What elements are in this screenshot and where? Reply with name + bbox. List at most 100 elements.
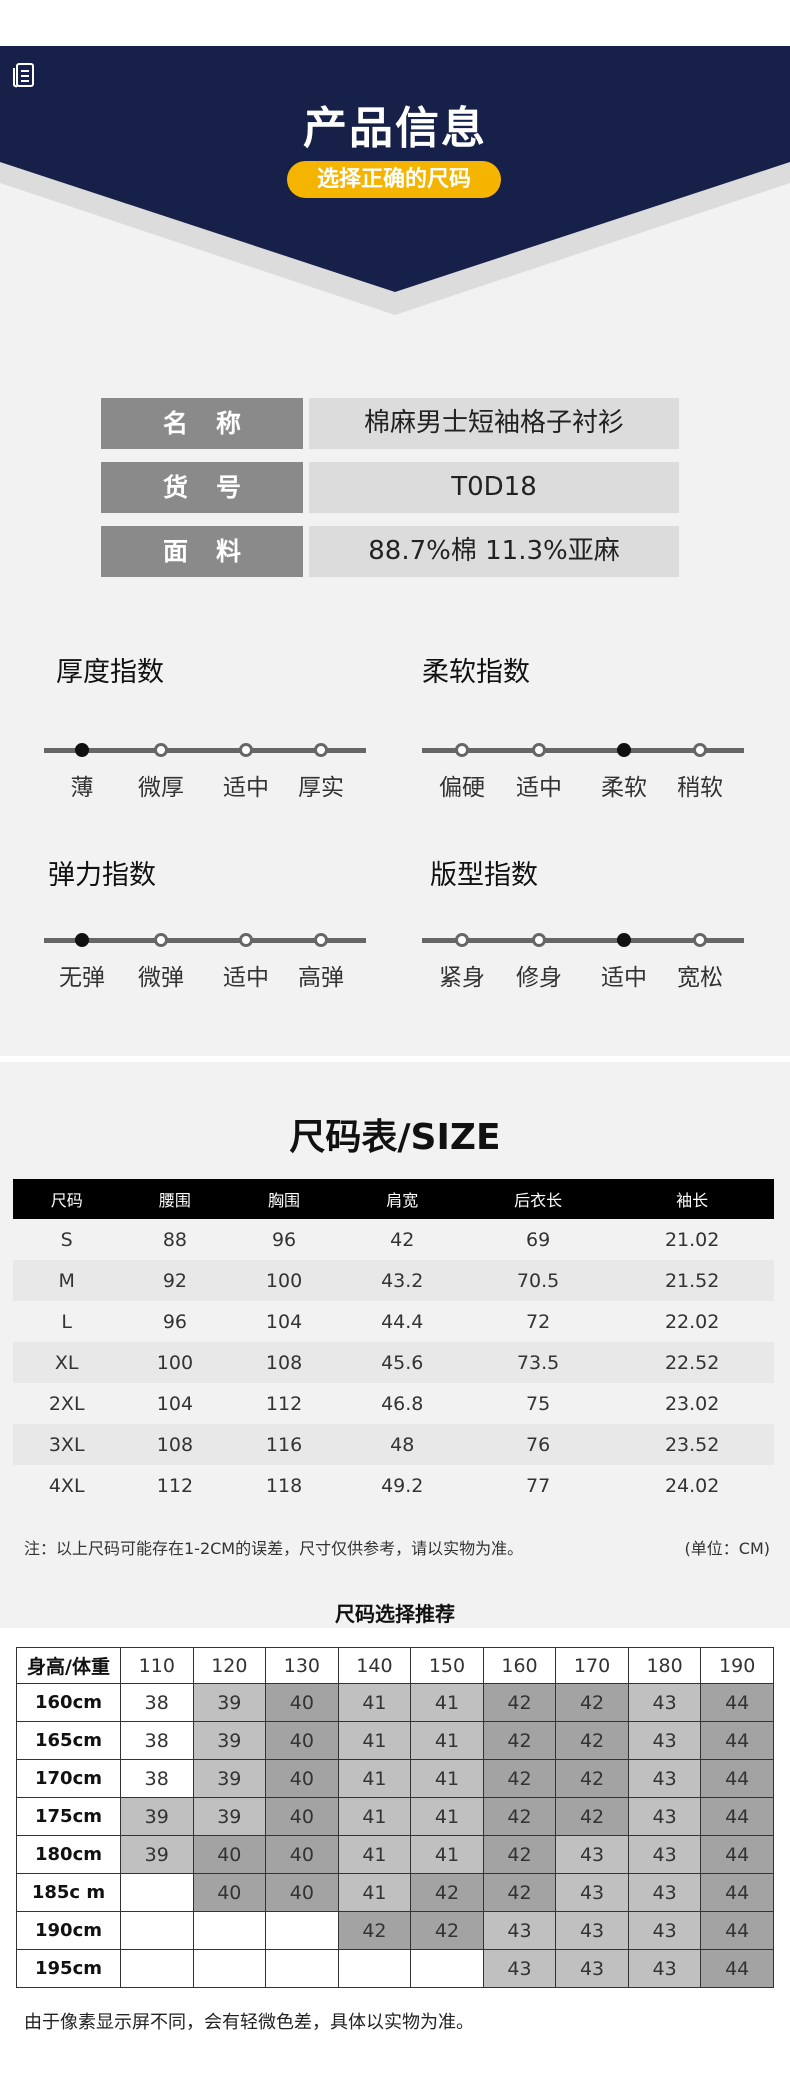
table-cell: 76 [465, 1424, 611, 1465]
info-value: 棉麻男士短袖格子衬衫 [309, 398, 679, 449]
size-cell: 39 [192, 1759, 267, 1798]
table-cell: 49.2 [381, 1474, 424, 1497]
height-header: 160cm [16, 1683, 121, 1722]
table-row: 170cm 38 39 40 41 41 42 42 43 44 [16, 1759, 774, 1798]
size-cell: 43 [555, 1835, 629, 1874]
info-value: 88.7%棉 11.3%亚麻 [309, 526, 679, 577]
table-row: 195cm 43 43 43 44 [16, 1949, 774, 1988]
size-cell: 43 [627, 1911, 702, 1950]
table-cell: 42 [390, 1228, 415, 1251]
scale-option-label: 无弹 [59, 965, 105, 991]
weight-header: 110 [120, 1647, 194, 1684]
column-header: 胸围 [229, 1179, 339, 1219]
height-header: 165cm [16, 1721, 121, 1760]
table-row: M 92 100 43.2 70.5 21.52 [13, 1260, 774, 1301]
size-cell: 42 [337, 1911, 412, 1950]
scale-option-label: 柔软 [601, 775, 647, 801]
scale-dot [693, 743, 707, 757]
size-cell: 41 [337, 1683, 412, 1722]
scale-dot-selected [617, 933, 631, 947]
size-cell: 41 [410, 1759, 484, 1798]
size-cell: 42 [482, 1683, 557, 1722]
table-cell: 100 [120, 1342, 230, 1383]
size-cell: 42 [410, 1873, 484, 1912]
size-cell: 44 [700, 1797, 774, 1836]
table-row: L 96 104 44.4 72 22.02 [13, 1301, 774, 1342]
scale-option-label: 适中 [223, 965, 269, 991]
table-cell: 4XL [48, 1474, 85, 1497]
table-cell: 70.5 [465, 1260, 611, 1301]
size-cell: 41 [337, 1873, 412, 1912]
size-cell: 44 [700, 1949, 774, 1988]
table-cell: 2XL [48, 1392, 85, 1415]
weight-header: 130 [265, 1647, 339, 1684]
scale-option-label: 适中 [516, 775, 562, 801]
column-header: 尺码 [13, 1179, 121, 1219]
scale-option-label: 宽松 [677, 965, 723, 991]
size-cell: 42 [482, 1721, 557, 1760]
size-cell: 41 [410, 1683, 484, 1722]
size-cell: 43 [627, 1721, 702, 1760]
size-cell: 40 [265, 1797, 339, 1836]
scale-option-label: 薄 [70, 775, 94, 801]
table-row: 2XL 104 112 46.8 75 23.02 [13, 1383, 774, 1424]
table-cell: 22.52 [610, 1342, 774, 1383]
size-cell: 42 [482, 1873, 557, 1912]
index-title: 柔软指数 [422, 657, 530, 688]
size-cell: 43 [627, 1949, 702, 1988]
size-cell: 40 [265, 1683, 339, 1722]
scale-option-label: 紧身 [439, 965, 485, 991]
size-cell: 38 [120, 1759, 194, 1798]
size-cell: 42 [555, 1683, 629, 1722]
scale-dot [532, 933, 546, 947]
size-cell: 42 [555, 1797, 629, 1836]
weight-header: 120 [192, 1647, 267, 1684]
size-cell [120, 1911, 194, 1950]
table-row: 4XL 112 118 49.2 77 24.02 [13, 1465, 774, 1506]
size-cell: 39 [120, 1797, 194, 1836]
size-cell [337, 1949, 412, 1988]
scale-dot [314, 743, 328, 757]
size-cell: 43 [555, 1949, 629, 1988]
scale-dot [532, 743, 546, 757]
size-cell [192, 1911, 267, 1950]
size-cell: 43 [627, 1873, 702, 1912]
size-cell [192, 1949, 267, 1988]
table-row: 185c m 40 40 41 42 42 43 43 44 [16, 1873, 774, 1912]
table-cell: 100 [229, 1260, 339, 1301]
index-scale-line [44, 748, 366, 753]
table-cell: 3XL [13, 1424, 121, 1465]
table-cell: XL [13, 1342, 121, 1383]
book-icon[interactable] [10, 62, 36, 88]
size-cell: 40 [265, 1721, 339, 1760]
table-cell: 69 [525, 1228, 551, 1251]
size-cell: 42 [482, 1835, 557, 1874]
scale-option-label: 微厚 [138, 775, 184, 801]
size-cell: 38 [120, 1721, 194, 1760]
scale-dot [455, 933, 469, 947]
table-cell: 96 [162, 1310, 188, 1333]
size-cell: 40 [192, 1873, 267, 1912]
info-label: 货号 [101, 462, 303, 513]
size-cell: 41 [337, 1797, 412, 1836]
size-cell: 40 [192, 1835, 267, 1874]
size-cell: 44 [700, 1721, 774, 1760]
column-header: 肩宽 [338, 1179, 466, 1219]
scale-option-label: 稍软 [677, 775, 723, 801]
size-cell: 44 [700, 1873, 774, 1912]
table-cell: 75 [525, 1392, 551, 1415]
table-cell: 108 [229, 1342, 339, 1383]
scale-dot [693, 933, 707, 947]
table-cell: M [13, 1260, 121, 1301]
scale-option-label: 厚实 [298, 775, 344, 801]
table-cell: 104 [156, 1392, 194, 1415]
table-row: 3XL 108 116 48 76 23.52 [13, 1424, 774, 1465]
scale-dot-selected [75, 743, 89, 757]
weight-header: 150 [410, 1647, 484, 1684]
size-cell: 42 [410, 1911, 484, 1950]
table-cell: 96 [271, 1228, 297, 1251]
scale-dot-selected [617, 743, 631, 757]
scale-option-label: 修身 [516, 965, 562, 991]
size-cell: 43 [555, 1873, 629, 1912]
scale-dot-selected [75, 933, 89, 947]
